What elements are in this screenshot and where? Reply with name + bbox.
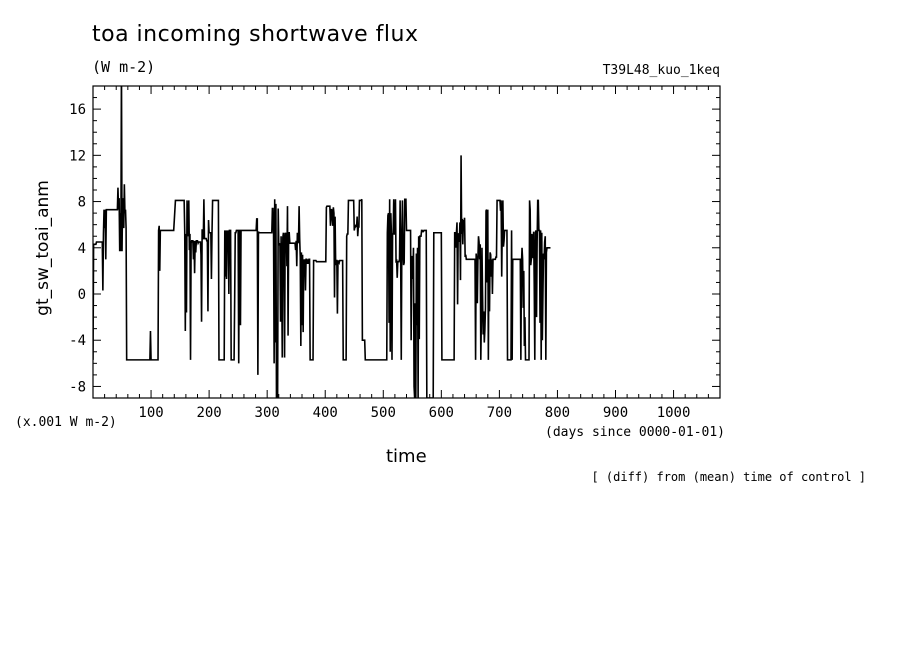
x-tick-label: 900 — [603, 405, 628, 421]
y-tick-label: 4 — [78, 241, 86, 257]
axis-ticks — [93, 85, 720, 399]
series-line — [93, 86, 551, 398]
y-tick-label: 0 — [78, 287, 86, 303]
y-tick-label: 16 — [69, 102, 86, 118]
x-tick-label: 600 — [429, 405, 454, 421]
chart-units: (W m-2) — [92, 58, 156, 76]
x-axis-label: time — [386, 446, 427, 467]
y-tick-label: 12 — [69, 148, 86, 164]
x-tick-label: 800 — [545, 405, 570, 421]
y-tick-label: -8 — [69, 379, 86, 395]
axis-tick-labels: 100 200 300 400 500 600 700 800 900 1000 -8 -4 0 4 8 12… — [69, 102, 690, 421]
footer-note: [ (diff) from (mean) time of control ] — [591, 470, 866, 484]
x-tick-label: 100 — [138, 405, 163, 421]
x-tick-label: 400 — [313, 405, 338, 421]
series-group — [93, 86, 551, 398]
run-name: T39L48_kuo_1keq — [602, 63, 720, 78]
y-tick-label: -4 — [69, 333, 86, 349]
x-tick-label: 700 — [487, 405, 512, 421]
x-tick-label: 200 — [196, 405, 221, 421]
chart-title: toa incoming shortwave flux — [92, 22, 419, 47]
x-tick-label: 500 — [371, 405, 396, 421]
x-axis-units: (days since 0000-01-01) — [545, 425, 726, 440]
x-tick-label: 1000 — [657, 405, 691, 421]
x-tick-label: 300 — [255, 405, 280, 421]
scale-note: (x.001 W m-2) — [15, 415, 117, 430]
y-tick-label: 8 — [78, 195, 86, 211]
